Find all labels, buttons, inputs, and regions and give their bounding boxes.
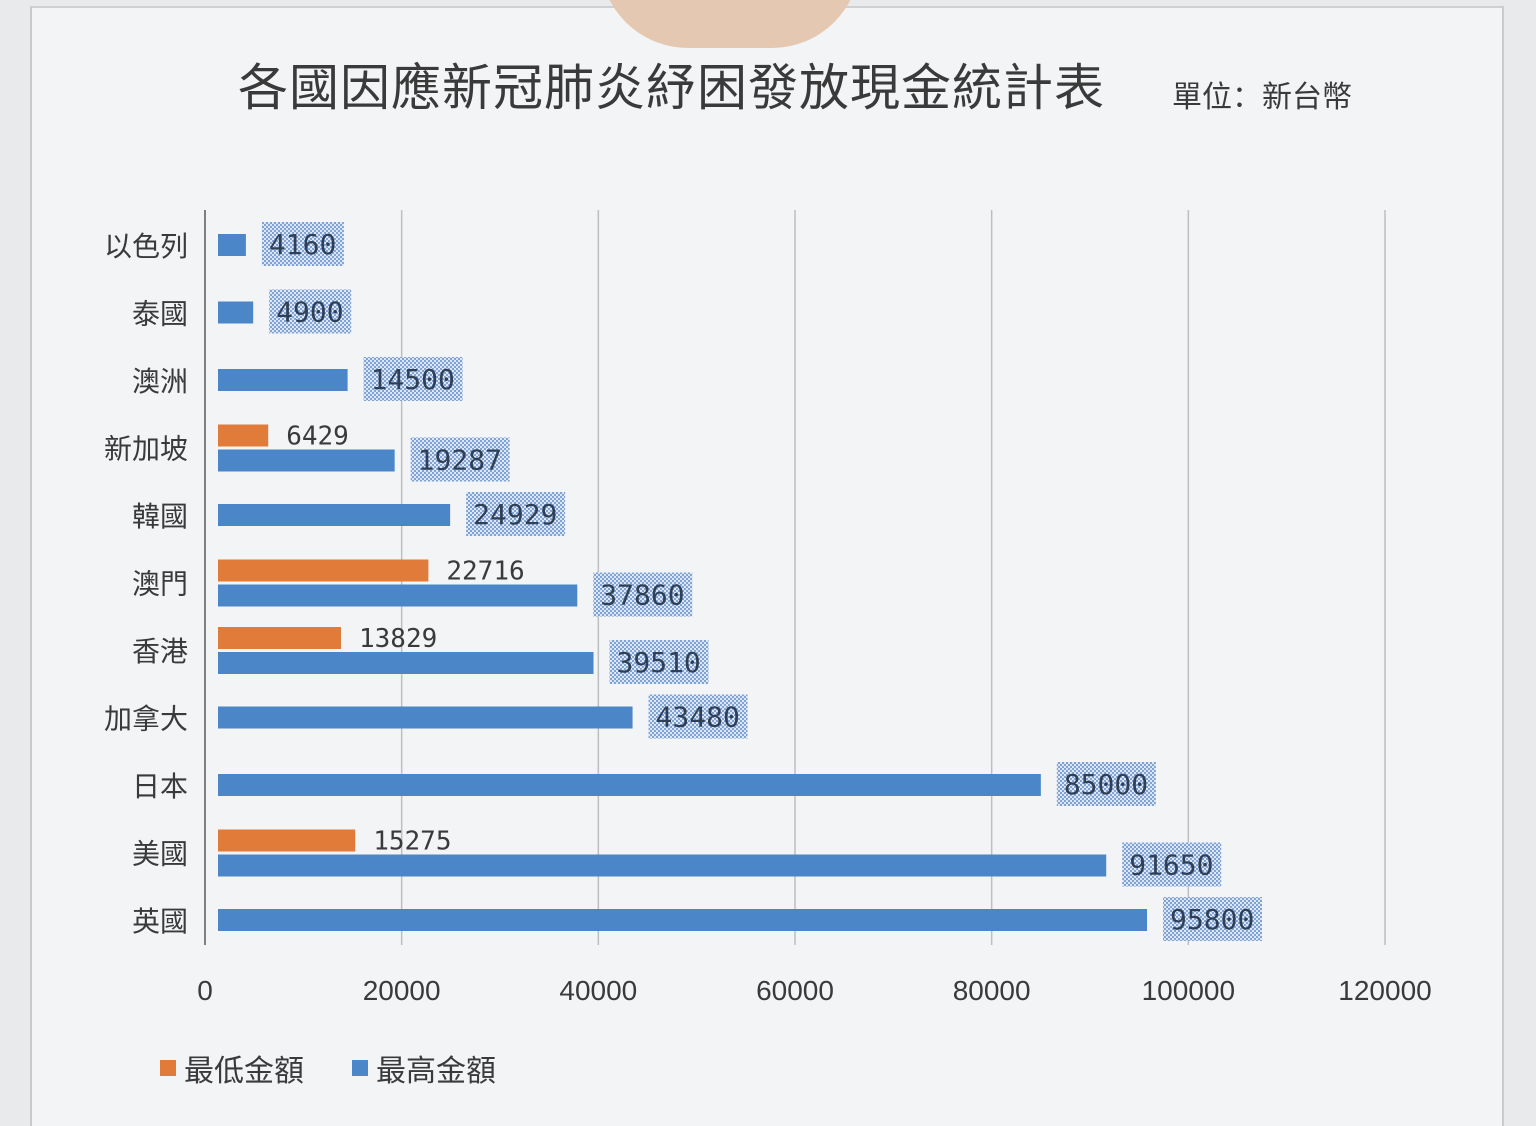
x-tick-label: 0 <box>197 975 213 1006</box>
legend: 最低金額 最高金額 <box>160 1046 496 1090</box>
bar-max <box>218 301 254 324</box>
legend-label-min: 最低金額 <box>184 1054 304 1089</box>
data-label-max: 14500 <box>371 363 455 396</box>
legend-item-max: 最高金額 <box>352 1046 496 1090</box>
bar-max <box>218 449 395 472</box>
x-tick-label: 120000 <box>1338 975 1431 1006</box>
data-label-box-max <box>609 640 709 684</box>
bar-min <box>218 424 269 447</box>
bar-min <box>218 829 356 852</box>
data-label-min: 15275 <box>373 827 451 857</box>
x-tick-label: 100000 <box>1142 975 1235 1006</box>
unit-label: 單位：新台幣 <box>1172 80 1352 115</box>
bar-max <box>218 369 348 391</box>
data-label-box-max <box>648 694 748 739</box>
category-label: 美國 <box>132 838 188 871</box>
data-label-max: 39510 <box>617 646 701 679</box>
data-label-box-max <box>363 357 463 401</box>
data-label-box-max <box>410 437 510 482</box>
legend-item-min: 最低金額 <box>160 1046 304 1090</box>
data-label-max: 37860 <box>600 579 684 612</box>
category-label: 韓國 <box>132 500 188 533</box>
category-label: 澳門 <box>132 568 188 601</box>
x-tick-label: 80000 <box>953 975 1031 1006</box>
bar-max <box>218 234 246 256</box>
legend-swatch-min <box>160 1060 176 1076</box>
bar-max <box>218 652 594 674</box>
data-label-max: 95800 <box>1170 903 1254 936</box>
category-label: 新加坡 <box>104 433 188 466</box>
data-label-max: 85000 <box>1064 768 1148 801</box>
legend-label-max: 最高金額 <box>376 1054 496 1089</box>
data-label-min: 22716 <box>446 557 524 587</box>
bar-max <box>218 706 633 729</box>
category-label: 泰國 <box>132 298 188 331</box>
data-label-box-max <box>1163 897 1263 941</box>
data-label-box-max <box>269 289 352 334</box>
bar-max <box>218 504 451 526</box>
bar-max <box>218 909 1148 931</box>
category-label: 加拿大 <box>104 703 188 736</box>
bar-max <box>218 854 1107 877</box>
category-label: 日本 <box>132 770 188 803</box>
data-label-max: 24929 <box>473 498 557 531</box>
bar-max <box>218 584 578 607</box>
bar-min <box>218 559 429 582</box>
data-label-min: 13829 <box>359 624 437 654</box>
data-label-box-max <box>261 222 344 266</box>
data-label-max: 4160 <box>269 228 336 261</box>
data-label-box-max <box>1056 762 1156 806</box>
category-label: 香港 <box>132 635 188 668</box>
data-label-box-max <box>1122 842 1222 887</box>
data-label-box-max <box>593 572 693 617</box>
x-tick-label: 20000 <box>363 975 441 1006</box>
data-label-max: 4900 <box>276 296 343 329</box>
bar-min <box>218 627 341 649</box>
bar-max <box>218 774 1041 796</box>
x-tick-label: 60000 <box>756 975 834 1006</box>
data-label-min: 6429 <box>286 422 349 452</box>
data-label-max: 19287 <box>418 444 502 477</box>
category-label: 英國 <box>132 905 188 938</box>
x-tick-label: 40000 <box>559 975 637 1006</box>
legend-swatch-max <box>352 1060 368 1076</box>
category-label: 以色列 <box>104 230 188 263</box>
data-label-max: 43480 <box>656 701 740 734</box>
data-label-box-max <box>466 492 566 536</box>
data-label-max: 91650 <box>1129 849 1213 882</box>
category-label: 澳洲 <box>132 365 188 398</box>
chart-title: 各國因應新冠肺炎紓困發放現金統計表 <box>238 59 1105 117</box>
